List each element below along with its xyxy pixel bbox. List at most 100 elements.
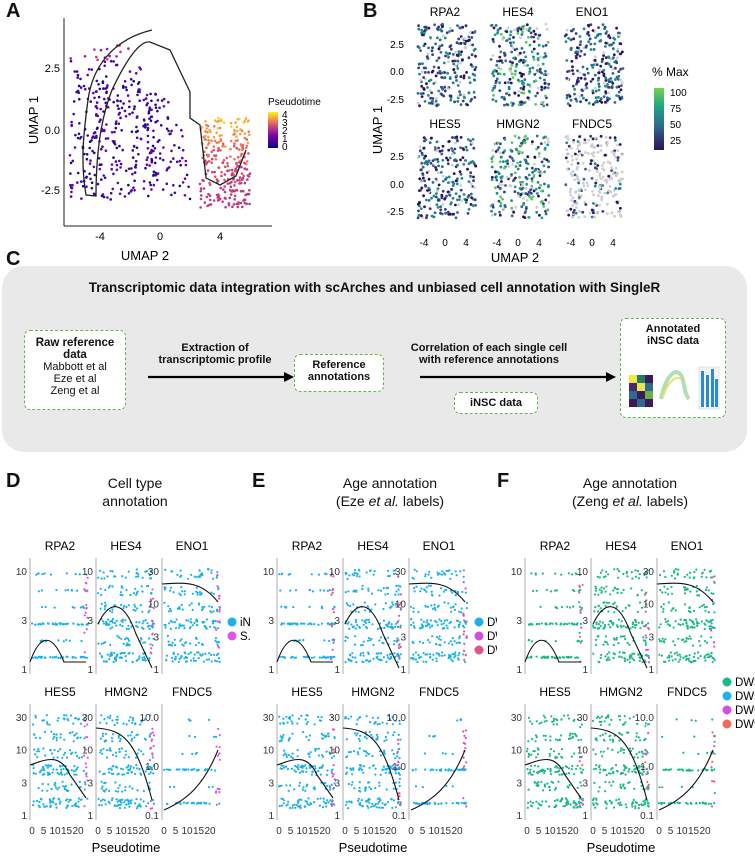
legend-swatch <box>722 677 732 687</box>
facet-ytick: 1.0 <box>392 762 406 773</box>
facet-ytick: 1 <box>334 811 340 822</box>
panel-b-letter: B <box>363 0 378 22</box>
facet-ytick: 1 <box>516 811 522 822</box>
legend-swatch <box>722 719 732 729</box>
facet-xtick: 5 <box>602 826 608 837</box>
legend-swatch <box>722 691 732 701</box>
legend-label: DW6 <box>735 705 755 717</box>
reference-source: Zeng et al <box>50 385 100 397</box>
facet-rpa2: RPA2 10 3 1 <box>16 539 89 676</box>
legend-swatch <box>474 631 484 641</box>
facet-ytick: 1 <box>268 811 274 822</box>
facet-ytick: 3 <box>334 778 340 789</box>
facet-xtick: 0 <box>342 826 348 837</box>
arrow2-label: Correlation of each single cell with ref… <box>410 342 568 366</box>
facet-title: HMGN2 <box>104 685 148 699</box>
facet-ytick: 30 <box>263 713 275 724</box>
facet-ytick: 30 <box>148 567 160 578</box>
facet-title: ENO1 <box>671 539 704 553</box>
panel-b-xtick: -4 <box>493 238 502 249</box>
facet-ytick: 10 <box>263 746 275 757</box>
legend-swatch <box>474 617 484 627</box>
facet-ytick: 30 <box>82 713 94 724</box>
panel-a-legend-tick: 1 <box>282 134 288 145</box>
panel-a-colorbar <box>268 112 278 148</box>
facet-xlabel: Pseudotime <box>92 840 161 855</box>
panel-a-trajectory <box>82 29 247 197</box>
facet-title: HES5 <box>539 685 571 699</box>
facet-ytick: 10 <box>329 567 341 578</box>
panel-d-title-line2: annotation <box>102 493 168 509</box>
panel-b-ytick: 2.5 <box>390 40 404 51</box>
panel-b-xtick: 4 <box>610 238 616 249</box>
panel-b-gene-title: RPA2 <box>430 5 461 19</box>
panel-b-legend-tick: 25 <box>670 136 682 147</box>
panel-b-xtick: -4 <box>420 238 429 249</box>
arrow1 <box>148 372 294 382</box>
facet-eno1: ENO1 30 10 3 1 <box>148 539 221 676</box>
facet-ytick: 3 <box>87 616 93 627</box>
panel-f-title-line2: (Zeng et al. labels) <box>572 493 688 509</box>
panel-a-legend-tick: 0 <box>282 142 288 153</box>
panel-b-xlabel: UMAP 2 <box>491 250 539 265</box>
facet-ytick: 3 <box>87 778 93 789</box>
facet-ytick: 1 <box>516 665 522 676</box>
panel-a-ytick: 2.5 <box>45 63 60 75</box>
panel-b-ytick: 2.5 <box>390 152 404 163</box>
facet-ytick: 1 <box>582 665 588 676</box>
facet-xtick: 5 <box>107 826 113 837</box>
annotated-thumbnail <box>629 366 720 410</box>
facet-ytick: 10 <box>511 567 523 578</box>
facet-ytick: 1 <box>21 665 27 676</box>
facet-xtick: 0 <box>95 826 101 837</box>
facet-ytick: 10 <box>511 746 523 757</box>
facet-ytick: 0.1 <box>640 811 654 822</box>
facet-title: HES5 <box>44 685 76 699</box>
facet-hes4: HES4 10 3 1 <box>329 539 403 676</box>
facet-ytick: 3 <box>400 632 406 643</box>
panel-a-points <box>68 44 252 209</box>
facet-ytick: 1 <box>648 665 654 676</box>
panel-b-ylabel: UMAP 1 <box>370 106 385 154</box>
legend-label: S.D. <box>240 631 250 643</box>
facet-xtick: 20 <box>72 826 84 837</box>
facet-xtick: 5 <box>41 826 47 837</box>
facet-ytick: 30 <box>511 713 523 724</box>
facet-xtick: 5 <box>668 826 674 837</box>
facet-ytick: 10.0 <box>140 713 160 724</box>
facet-title: RPA2 <box>292 539 323 553</box>
facet-ytick: 3 <box>582 778 588 789</box>
panel-b-legend-title: % Max <box>652 65 689 79</box>
facet-ytick: 10 <box>263 567 275 578</box>
facet-xtick: 15 <box>622 826 634 837</box>
panel-b-xtick: 0 <box>442 238 448 249</box>
facet-title: HMGN2 <box>351 685 395 699</box>
facet-xtick: 0 <box>29 826 35 837</box>
panel-a-xtick: 0 <box>157 231 163 243</box>
facet-ytick: 3 <box>516 616 522 627</box>
panel-b-ytick: -2.5 <box>387 207 405 218</box>
facet-ytick: 3 <box>268 778 274 789</box>
facet-ytick: 1 <box>21 811 27 822</box>
panel-c-title: Transcriptomic data integration with scA… <box>88 280 661 295</box>
panel-f-letter: F <box>497 470 510 492</box>
facet-xtick: 0 <box>524 826 530 837</box>
arrow2 <box>420 372 616 382</box>
facet-title: RPA2 <box>540 539 571 553</box>
panel-b-legend-tick: 50 <box>670 120 682 131</box>
panel-a-legend-tick: 4 <box>282 110 288 121</box>
panel-e-title: Age annotation (Eze et al. labels) <box>290 474 490 510</box>
facet-xtick: 10 <box>610 826 622 837</box>
facet-xtick: 15 <box>193 826 205 837</box>
facet-title: HES4 <box>357 539 389 553</box>
facet-ytick: 1 <box>334 665 340 676</box>
facet-xtick: 0 <box>408 826 414 837</box>
facet-xtick: 10 <box>296 826 308 837</box>
legend-swatch <box>227 617 237 627</box>
reference-annotations-box: Reference annotations <box>294 354 384 392</box>
